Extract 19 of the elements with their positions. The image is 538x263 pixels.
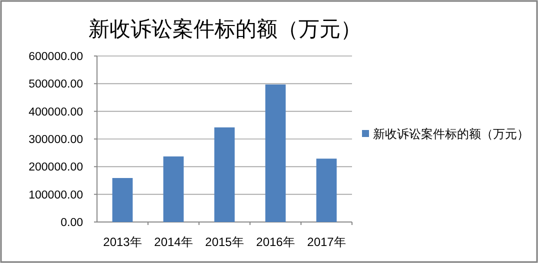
legend-label: 新收诉讼案件标的额（万元） <box>373 127 529 141</box>
y-tick-label: 0.00 <box>60 217 83 229</box>
bar <box>316 158 337 222</box>
bar <box>214 127 235 222</box>
x-tick-label: 2013年 <box>103 235 142 249</box>
y-tick-label: 100000.00 <box>28 189 83 202</box>
y-tick-label: 500000.00 <box>28 78 83 91</box>
chart-title: 新收诉讼案件标的额（万元） <box>88 17 362 41</box>
bar <box>112 178 133 222</box>
x-tick-label: 2016年 <box>256 235 295 249</box>
bar <box>265 84 286 222</box>
x-tick-label: 2014年 <box>154 235 193 249</box>
y-tick-label: 200000.00 <box>28 162 83 174</box>
y-tick-label: 300000.00 <box>28 134 83 146</box>
y-tick-label: 600000.00 <box>28 51 83 63</box>
y-tick-label: 400000.00 <box>28 106 83 118</box>
x-tick-label: 2015年 <box>205 235 244 249</box>
bar <box>163 156 184 222</box>
x-tick-label: 2017年 <box>307 235 346 249</box>
